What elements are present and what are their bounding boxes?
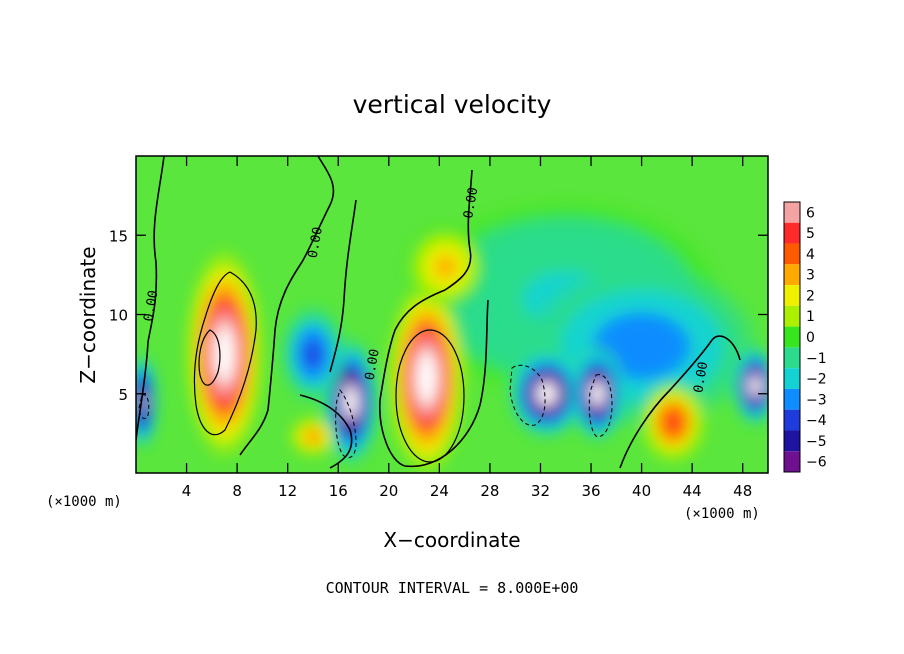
zero-contour-line bbox=[239, 156, 335, 456]
updraft-cell bbox=[309, 433, 317, 440]
positive-contour-line bbox=[198, 329, 221, 386]
contour-label: 0.00 bbox=[141, 289, 161, 322]
x-tick-label: 40 bbox=[632, 482, 651, 500]
contour-label: 0.00 bbox=[363, 348, 383, 381]
colorbar-swatch bbox=[784, 409, 800, 431]
downdraft-cell bbox=[541, 387, 553, 401]
x-unit-note: (×1000 m) bbox=[684, 506, 760, 522]
colorbar-label: −1 bbox=[806, 351, 827, 367]
negative-contour-line bbox=[588, 374, 613, 438]
positive-contour-line bbox=[193, 271, 257, 436]
x-tick-label: 32 bbox=[531, 482, 550, 500]
colorbar-swatch bbox=[784, 264, 800, 286]
velocity-field bbox=[136, 203, 768, 473]
colorbar-label: −4 bbox=[806, 413, 827, 429]
colorbar-swatch bbox=[784, 326, 800, 348]
downdraft-cell bbox=[308, 347, 318, 361]
y-tick-label: 15 bbox=[109, 227, 128, 245]
x-tick-label: 48 bbox=[733, 482, 752, 500]
colorbar-swatch bbox=[784, 451, 800, 472]
colorbar-label: −3 bbox=[806, 392, 827, 408]
colorbar-swatch bbox=[784, 388, 800, 410]
updraft-cell bbox=[421, 364, 433, 392]
colorbar: 6 5 4 3 2 1 0 −1 −2 −3 −4 −5 −6 bbox=[783, 201, 827, 473]
colorbar-swatch bbox=[784, 222, 800, 244]
x-tick-label: 36 bbox=[581, 482, 600, 500]
colorbar-label: −2 bbox=[806, 372, 827, 388]
zero-contour-line bbox=[329, 199, 357, 373]
colorbar-label: 5 bbox=[806, 226, 815, 242]
downdraft-cell bbox=[593, 386, 602, 401]
colorbar-swatch bbox=[784, 243, 800, 265]
contour-label: 0.00 bbox=[691, 361, 711, 394]
zero-contour-line bbox=[619, 335, 741, 469]
colorbar-frame bbox=[783, 201, 801, 473]
zero-contour-line bbox=[136, 156, 165, 441]
colorbar-swatch bbox=[784, 430, 800, 452]
y-tick-label: 5 bbox=[118, 386, 128, 404]
updraft-cell bbox=[668, 416, 678, 428]
contour-label: 0.00 bbox=[461, 186, 481, 219]
negative-contour-lines bbox=[138, 364, 613, 459]
downdraft-cell bbox=[346, 392, 355, 411]
colorbar-label: 3 bbox=[806, 268, 815, 284]
x-tick-label: 16 bbox=[329, 482, 348, 500]
colorbar-swatch bbox=[784, 368, 800, 389]
colorbar-swatch bbox=[784, 347, 800, 369]
x-tick-label: 12 bbox=[278, 482, 297, 500]
colorbar-label: 0 bbox=[806, 330, 815, 346]
x-tick-label: 20 bbox=[379, 482, 398, 500]
contour-label: 0.00 bbox=[306, 226, 326, 259]
colorbar-label: −6 bbox=[806, 455, 827, 471]
colorbar-label: 4 bbox=[806, 247, 815, 263]
negative-contour-line bbox=[138, 394, 150, 419]
contour-labels: 0.00 0.00 0.00 0.00 0.00 bbox=[141, 186, 711, 394]
colorbar-swatch bbox=[784, 285, 800, 306]
colorbar-label: −5 bbox=[806, 434, 827, 450]
zero-contour-line bbox=[379, 169, 489, 468]
negative-contour-line bbox=[335, 388, 357, 459]
x-tick-label: 8 bbox=[232, 482, 242, 500]
zero-contour-line bbox=[299, 394, 353, 469]
updraft-cell bbox=[440, 261, 452, 273]
colorbar-label: 2 bbox=[806, 288, 815, 304]
x-tick-label: 44 bbox=[683, 482, 702, 500]
negative-contour-line bbox=[509, 364, 546, 426]
x-axis-label: X−coordinate bbox=[383, 528, 520, 552]
colorbar-swatch bbox=[784, 305, 800, 327]
colorbar-label: 1 bbox=[806, 309, 815, 325]
positive-contour-line bbox=[395, 329, 465, 463]
colorbar-label: 6 bbox=[806, 205, 815, 221]
downdraft-cell bbox=[625, 334, 658, 358]
zero-contour-lines bbox=[136, 156, 741, 469]
downdraft-cell bbox=[752, 380, 759, 392]
x-tick-label: 4 bbox=[182, 482, 192, 500]
contour-interval-note: CONTOUR INTERVAL = 8.000E+00 bbox=[326, 579, 579, 597]
y-unit-note: (×1000 m) bbox=[46, 494, 122, 510]
updraft-cell bbox=[219, 339, 230, 369]
y-tick-label: 10 bbox=[109, 307, 128, 325]
colorbar-swatch bbox=[784, 202, 800, 223]
y-axis-label: Z−coordinate bbox=[76, 246, 100, 383]
chart-title: vertical velocity bbox=[353, 90, 552, 119]
x-tick-label: 28 bbox=[480, 482, 499, 500]
positive-contour-lines bbox=[193, 271, 465, 463]
x-tick-label: 24 bbox=[430, 482, 449, 500]
